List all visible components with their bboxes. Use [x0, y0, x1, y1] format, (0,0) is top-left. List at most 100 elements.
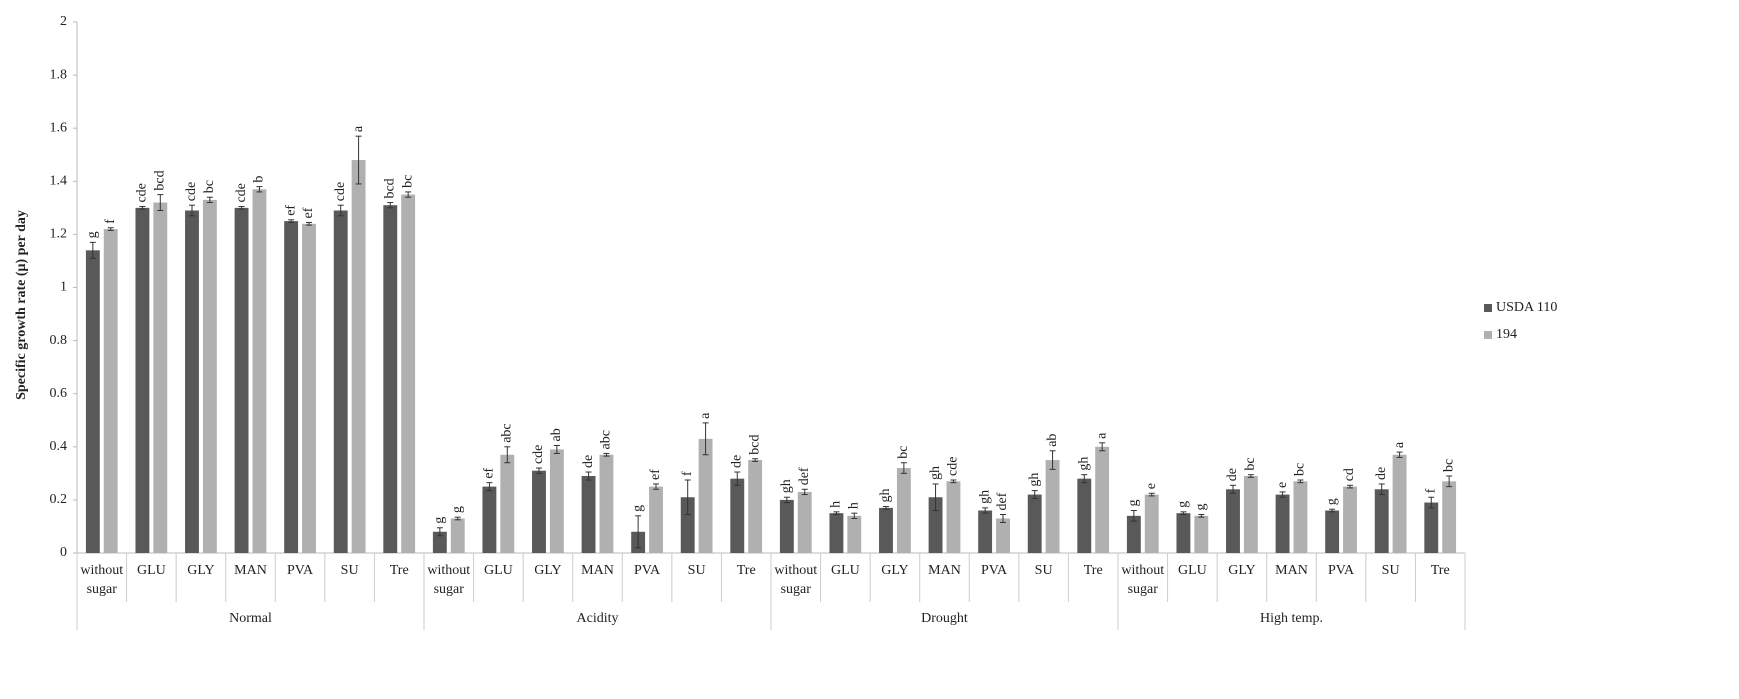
significance-letter: a — [1392, 441, 1407, 448]
bar — [897, 468, 911, 553]
significance-letter: g — [1176, 501, 1191, 508]
x-tick-label: GLY — [1217, 561, 1267, 580]
bar — [1442, 481, 1456, 553]
legend-swatch — [1484, 331, 1492, 339]
bar — [1194, 516, 1208, 553]
bar — [582, 476, 596, 553]
bar — [185, 211, 199, 553]
significance-letter: g — [630, 505, 645, 512]
significance-letter: bcd — [153, 170, 168, 190]
significance-letter: cde — [333, 182, 348, 201]
y-tick-label: 1.2 — [50, 227, 68, 242]
y-tick-label: 1.8 — [50, 67, 68, 82]
bar — [600, 455, 614, 553]
significance-letter: de — [729, 455, 744, 468]
significance-letter: f — [680, 471, 695, 476]
significance-letter: cde — [135, 183, 150, 202]
bar — [1393, 455, 1407, 553]
legend-label: USDA 110 — [1496, 300, 1557, 315]
bar — [1375, 489, 1389, 553]
y-tick-label: 0 — [60, 545, 67, 560]
significance-letter: cde — [184, 182, 199, 201]
significance-letter: g — [1194, 504, 1209, 511]
significance-letter: h — [847, 502, 862, 509]
y-tick-label: 0.8 — [50, 333, 68, 348]
significance-letter: e — [1144, 483, 1159, 489]
significance-letter: gh — [928, 466, 943, 480]
legend-swatch — [1484, 304, 1492, 312]
x-tick-label: GLU — [821, 561, 871, 580]
significance-letter: bc — [1293, 463, 1308, 476]
bar — [1424, 503, 1438, 553]
bar — [203, 200, 217, 553]
x-tick-label-box: MAN — [920, 561, 970, 603]
x-tick-label-box: Tre — [721, 561, 771, 603]
x-tick-label-box: MAN — [573, 561, 623, 603]
bar — [153, 203, 167, 553]
bar — [1028, 495, 1042, 553]
bar — [847, 516, 861, 553]
significance-letter: def — [797, 467, 812, 485]
x-tick-label: MAN — [1267, 561, 1317, 580]
significance-letter: cde — [531, 445, 546, 464]
significance-letter: f — [1423, 488, 1438, 493]
x-tick-label-box: without sugar — [424, 561, 474, 603]
significance-letter: ef — [301, 207, 316, 218]
significance-letter: gh — [1076, 457, 1091, 471]
significance-letter: gh — [977, 490, 992, 504]
significance-letter: cde — [234, 183, 249, 202]
y-axis-label: Specific growth rate (μ) per day — [14, 210, 29, 400]
x-tick-label-box: GLU — [1168, 561, 1218, 603]
significance-letter: bc — [896, 446, 911, 459]
significance-letter: bc — [202, 180, 217, 193]
bar — [302, 224, 316, 553]
x-tick-label-box: without sugar — [771, 561, 821, 603]
x-tick-label-box: MAN — [226, 561, 276, 603]
x-tick-label: SU — [672, 561, 722, 580]
x-tick-label-box: GLY — [523, 561, 573, 603]
significance-letter: a — [1094, 432, 1109, 439]
significance-letter: g — [1324, 498, 1339, 505]
bar — [1095, 447, 1109, 553]
x-tick-label: Tre — [1415, 561, 1465, 580]
x-tick-label-box: PVA — [1316, 561, 1366, 603]
x-tick-label-box: SU — [325, 561, 375, 603]
x-tick-label: PVA — [275, 561, 325, 580]
bar — [86, 250, 100, 553]
x-tick-label-box: GLY — [1217, 561, 1267, 603]
significance-letter: ef — [482, 467, 497, 478]
x-tick-label-box: GLU — [821, 561, 871, 603]
x-tick-label: Tre — [721, 561, 771, 580]
bar — [253, 189, 267, 553]
bar — [1294, 481, 1308, 553]
bar — [383, 205, 397, 553]
y-tick-label: 0.2 — [50, 492, 68, 507]
significance-letter: de — [1225, 468, 1240, 481]
significance-letter: de — [581, 455, 596, 468]
group-label: Acidity — [577, 611, 619, 626]
bar — [550, 449, 564, 553]
x-tick-label-box: PVA — [622, 561, 672, 603]
bar — [532, 471, 546, 553]
bar — [947, 481, 961, 553]
significance-letter: bc — [1441, 459, 1456, 472]
significance-letter: g — [1126, 500, 1141, 507]
x-tick-label: SU — [325, 561, 375, 580]
group-label: Drought — [921, 611, 968, 626]
significance-letter: cde — [946, 457, 961, 476]
x-tick-label: GLU — [474, 561, 524, 580]
bar — [284, 221, 298, 553]
y-tick-label: 1.6 — [50, 120, 68, 135]
x-tick-label-box: GLY — [870, 561, 920, 603]
bar — [1276, 495, 1290, 553]
legend-label: 194 — [1496, 327, 1517, 342]
x-tick-label: PVA — [1316, 561, 1366, 580]
significance-letter: g — [450, 506, 465, 513]
significance-letter: gh — [779, 479, 794, 493]
x-tick-label: GLY — [176, 561, 226, 580]
x-tick-label-box: PVA — [969, 561, 1019, 603]
significance-letter: ef — [648, 469, 663, 480]
bar — [451, 518, 465, 553]
bar — [1046, 460, 1060, 553]
x-tick-label-box: Tre — [374, 561, 424, 603]
